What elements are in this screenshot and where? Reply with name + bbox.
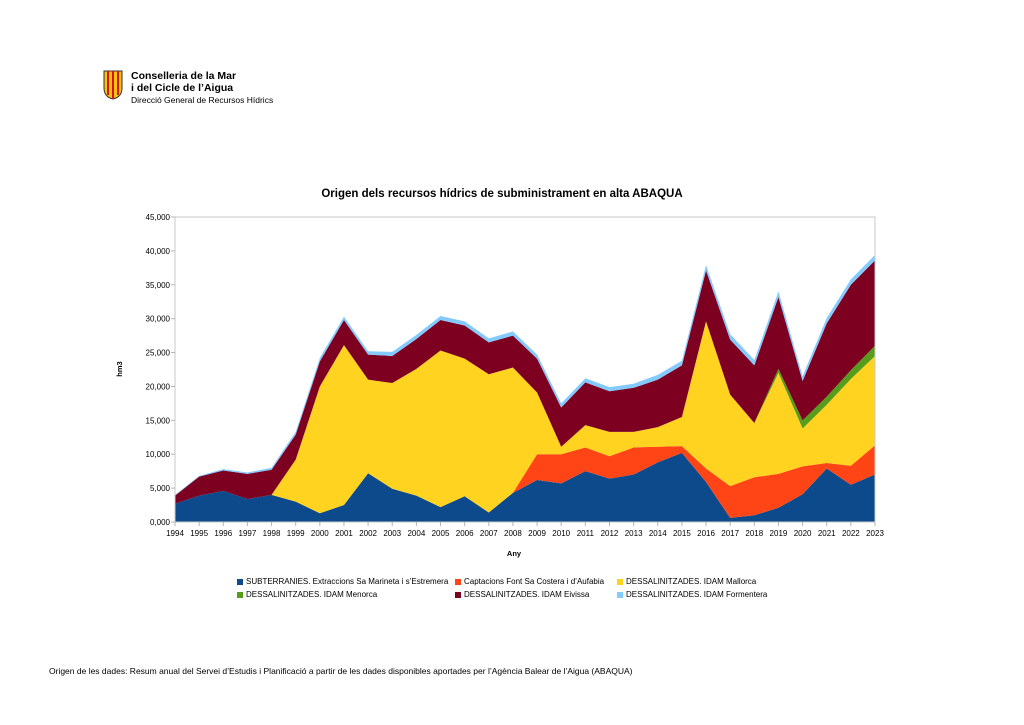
area-series-6-dessalinitzades-idam-formentera [175, 254, 875, 496]
legend-label: Captacions Font Sa Costera i d’Aufabia [464, 577, 605, 586]
y-axis: 0,000 5,000 10,000 15,000 20,000 25,000 30,000… [146, 213, 175, 527]
legend-swatch [455, 591, 461, 598]
y-tick-label: 5,000 [150, 484, 171, 493]
chart-legend: SUBTERRANIES. Extraccions Sa Marineta i … [237, 577, 797, 599]
x-axis-label: Any [507, 549, 522, 558]
chart-title: Origen dels recursos hídrics de subminis… [321, 188, 682, 200]
x-tick-label: 2011 [577, 529, 595, 538]
org-name: Conselleria de la Mar i del Cicle de l’A… [131, 70, 273, 107]
coat-of-arms-icon [103, 70, 123, 100]
y-tick-label: 0,000 [150, 518, 171, 527]
y-tick-label: 15,000 [146, 416, 171, 425]
org-line-1: Conselleria de la Mar [131, 70, 237, 82]
org-line-3: Direcció General de Recursos Hídrics [131, 95, 274, 105]
y-tick-label: 20,000 [146, 382, 171, 391]
x-tick-label: 2016 [697, 529, 715, 538]
plot-frame [174, 216, 876, 523]
legend-swatch [617, 578, 623, 585]
y-tick-label: 45,000 [146, 213, 171, 222]
area-series-5-dessalinitzades-idam-eivissa [175, 260, 875, 504]
legend-swatch [617, 591, 623, 598]
area-series-2-captacions-font-sa-costera-i-d-aufabia [175, 445, 875, 518]
y-tick-label: 30,000 [146, 315, 171, 324]
legend-swatch [455, 578, 461, 585]
x-tick-label: 2019 [770, 529, 788, 538]
x-tick-label: 2004 [407, 529, 425, 538]
x-tick-label: 1994 [166, 529, 184, 538]
x-tick-label: 2000 [311, 529, 329, 538]
x-tick-label: 2021 [818, 529, 836, 538]
legend-item: DESSALINITZADES. IDAM Eivissa [455, 590, 617, 599]
x-tick-label: 1998 [263, 529, 281, 538]
area-series-3-dessalinitzades-idam-mallorca [175, 321, 875, 514]
x-tick-label: 1996 [214, 529, 232, 538]
x-tick-label: 1995 [190, 529, 208, 538]
x-tick-label: 1997 [239, 529, 257, 538]
x-tick-label: 1999 [287, 529, 305, 538]
x-tick-label: 2012 [601, 529, 619, 538]
y-tick-label: 25,000 [146, 349, 171, 358]
x-tick-label: 2007 [480, 529, 498, 538]
legend-item: Captacions Font Sa Costera i d’Aufabia [455, 577, 617, 586]
y-tick-label: 40,000 [146, 247, 171, 256]
x-tick-label: 2001 [335, 529, 353, 538]
legend-item: DESSALINITZADES. IDAM Menorca [237, 590, 455, 599]
legend-item: SUBTERRANIES. Extraccions Sa Marineta i … [237, 577, 455, 586]
org-line-2: i del Cicle de l’Aigua [131, 82, 234, 94]
x-tick-label: 2006 [456, 529, 474, 538]
chart-areas [175, 254, 875, 522]
y-tick-label: 35,000 [146, 281, 171, 290]
legend-label: SUBTERRANIES. Extraccions Sa Marineta i … [246, 577, 449, 586]
x-tick-label: 2003 [383, 529, 401, 538]
x-tick-label: 2013 [625, 529, 643, 538]
y-axis-label: hm3 [115, 361, 124, 376]
x-tick-label: 2022 [842, 529, 860, 538]
x-tick-label: 2002 [359, 529, 377, 538]
x-tick-label: 2009 [528, 529, 546, 538]
x-tick-label: 2020 [794, 529, 812, 538]
legend-label: DESSALINITZADES. IDAM Menorca [246, 590, 378, 599]
legend-swatch [237, 578, 243, 585]
x-tick-label: 2015 [673, 529, 691, 538]
x-axis: 1994 1995 1996 1997 1998 1999 2000 2001 2002 2003… [166, 522, 884, 538]
legend-swatch [237, 591, 243, 598]
x-tick-label: 2005 [432, 529, 450, 538]
stacked-area-chart: Origen dels recursos hídrics de subminis… [115, 188, 884, 558]
x-tick-label: 2017 [721, 529, 739, 538]
legend-item: DESSALINITZADES. IDAM Mallorca [617, 577, 797, 586]
legend-item: DESSALINITZADES. IDAM Formentera [617, 590, 797, 599]
legend-label: DESSALINITZADES. IDAM Formentera [626, 590, 768, 599]
x-tick-label: 2018 [745, 529, 763, 538]
x-tick-label: 2010 [552, 529, 570, 538]
data-source-note: Origen de les dades: Resum anual del Ser… [49, 666, 633, 676]
x-tick-label: 2008 [504, 529, 522, 538]
x-tick-label: 2014 [649, 529, 667, 538]
y-tick-label: 10,000 [146, 450, 171, 459]
legend-label: DESSALINITZADES. IDAM Eivissa [464, 590, 590, 599]
area-series-1-subterranies-extraccions-sa-marineta-i-s-estremera [175, 452, 875, 522]
header-logo: Conselleria de la Mar i del Cicle de l’A… [103, 70, 273, 107]
x-tick-label: 2023 [866, 529, 884, 538]
legend-label: DESSALINITZADES. IDAM Mallorca [626, 577, 757, 586]
